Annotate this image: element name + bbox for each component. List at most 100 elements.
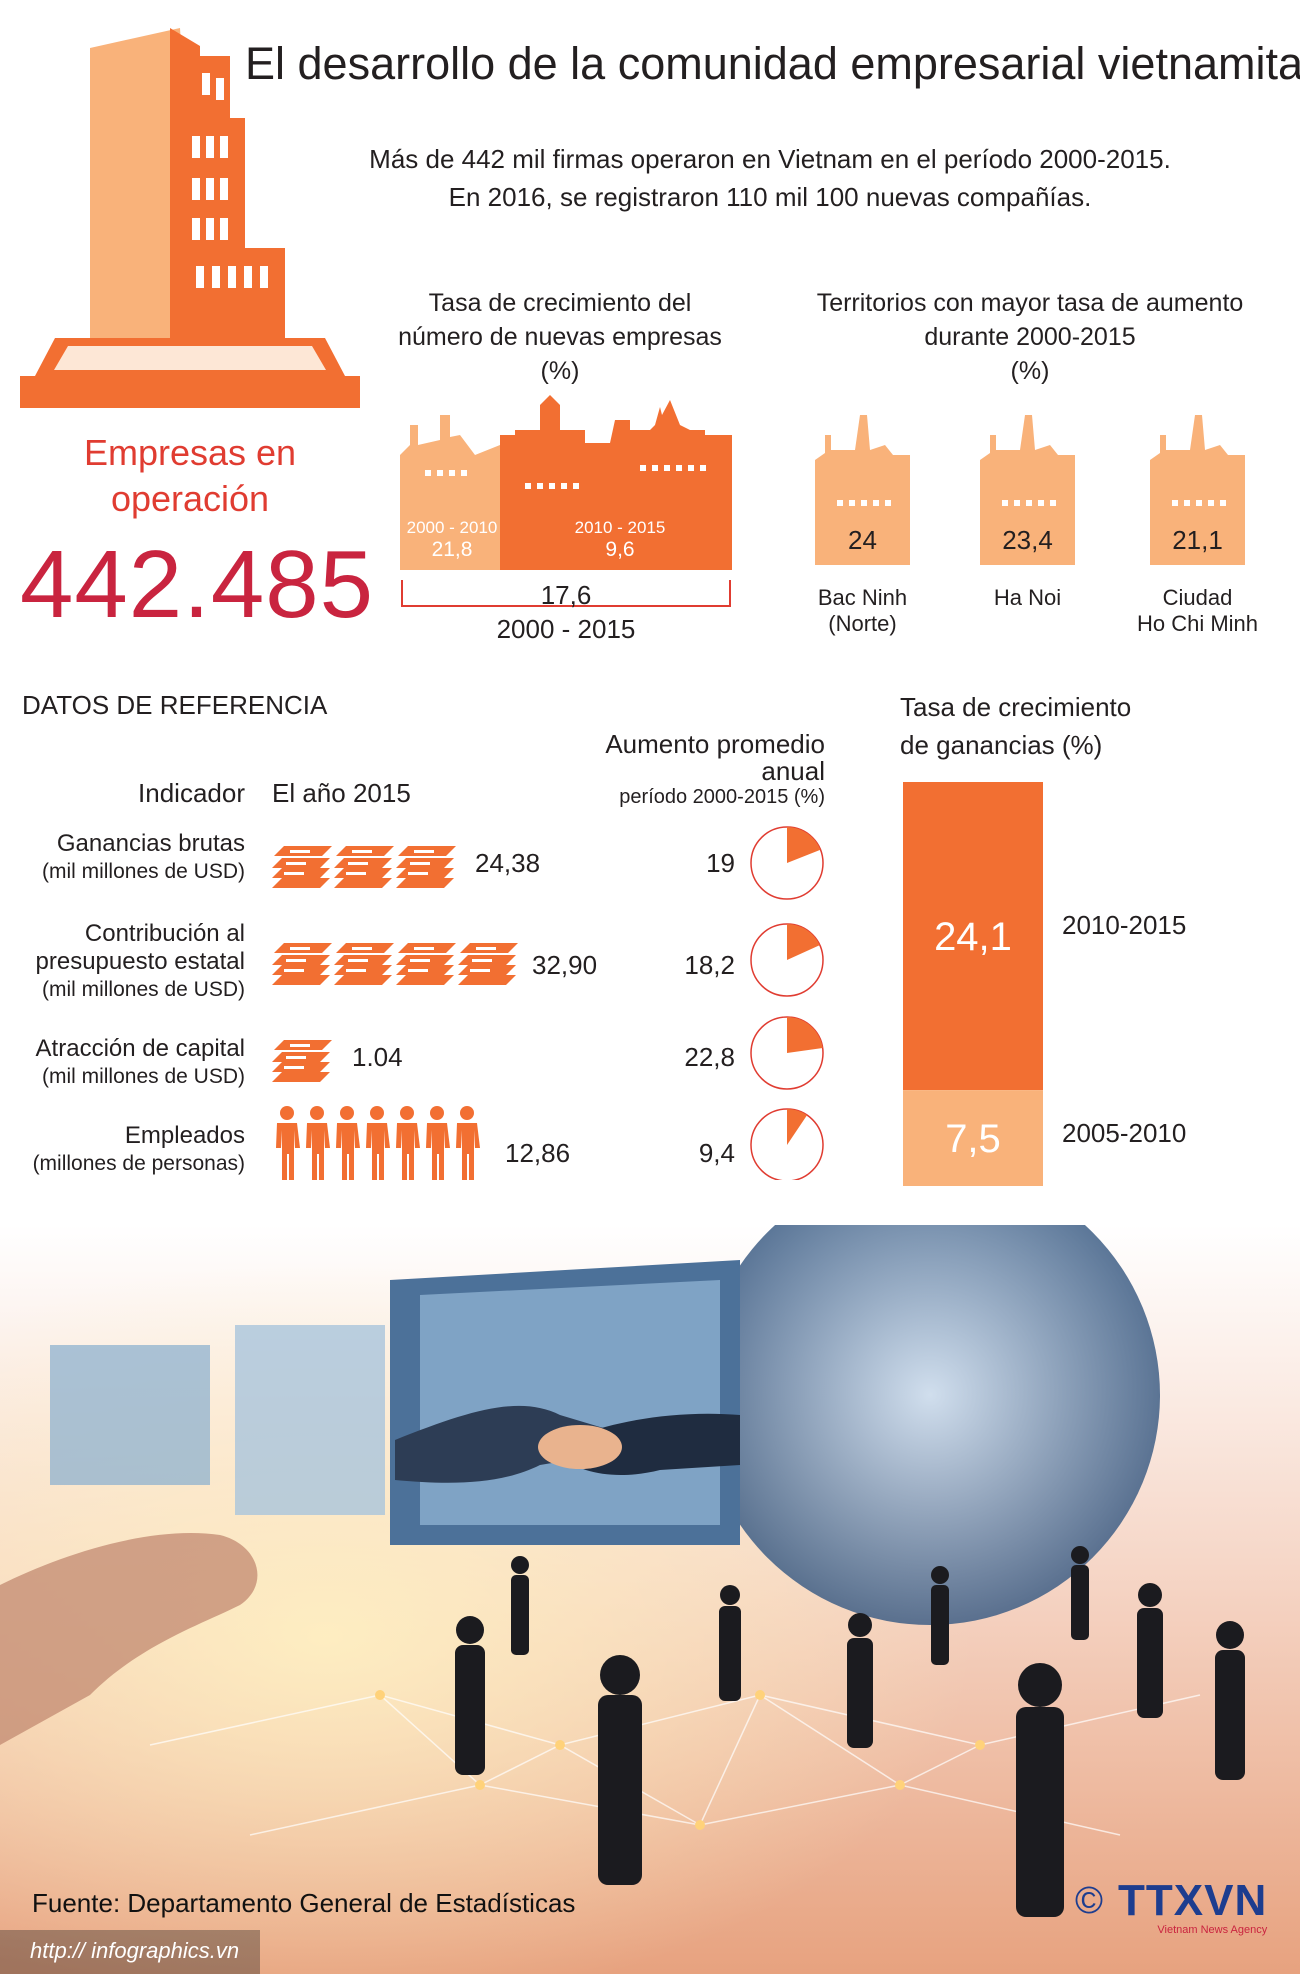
territory-factory-1-icon [815, 415, 910, 565]
rate-pie-slice-4 [787, 1109, 808, 1145]
growth-period-1: 2000 - 2010 21,8 [400, 518, 504, 562]
row-label-3: Atracción de capital (mil millones de US… [36, 1035, 245, 1091]
row-value-2: 32,90 [532, 950, 598, 980]
intro-line-2: En 2016, se registraron 110 mil 100 nuev… [448, 182, 1092, 212]
profit-segment-1 [903, 782, 1043, 1091]
territory-name-1-line-1: Bac Ninh [817, 585, 908, 610]
building-icon [20, 28, 360, 408]
row-label-4-line-1: Empleados [124, 1122, 245, 1149]
row-label-3-unit: (mil millones de USD) [41, 1065, 245, 1088]
row-value-4: 12,86 [505, 1138, 571, 1168]
col-average-line-3: período 2000-2015 (%) [619, 786, 825, 808]
growth-new-title-1: Tasa de crecimiento del [428, 289, 692, 317]
territories-unit: (%) [1010, 357, 1050, 385]
profit-segment-value-2: 7,5 [945, 1117, 1001, 1161]
territory-factory-2-icon [980, 415, 1075, 565]
business-photo-illustration [0, 1225, 1300, 1974]
row-rate-1: 19 [706, 848, 735, 878]
row-label-2-line-2: presupuesto estatal [35, 948, 245, 975]
profit-stack-chart: 24,1 7,5 [903, 782, 1043, 1186]
row-label-1-unit: (mil millones de USD) [41, 860, 245, 883]
territories-title-1: Territorios con mayor tasa de aumento [816, 289, 1244, 317]
territory-value-3: 21,1 [1172, 525, 1223, 555]
people-icons-row-4 [276, 1106, 480, 1180]
row-label-1-line-1: Ganancias brutas [56, 830, 245, 857]
territories-title-2: durante 2000-2015 [924, 323, 1136, 351]
row-rate-2: 18,2 [684, 950, 735, 980]
growth-total-value: 17,6 [540, 580, 592, 610]
row-label-2-line-1: Contribución al [84, 920, 245, 947]
row-value-3: 1.04 [352, 1042, 403, 1072]
growth-total-period: 2000 - 2015 [496, 614, 636, 644]
row-label-4-unit: (millones de personas) [32, 1152, 245, 1175]
profit-period-2: 2005-2010 [1062, 1118, 1187, 1148]
profit-growth-title-1: Tasa de crecimiento [900, 692, 1132, 722]
operating-label: Empresas en operación [40, 430, 340, 522]
row-label-2-unit: (mil millones de USD) [41, 978, 245, 1001]
footer-url-bar [0, 1930, 260, 1974]
business-photo [0, 1225, 1300, 1974]
growth-new-title-2: número de nuevas empresas [398, 323, 722, 351]
growth-new-heading: Tasa de crecimiento del número de nuevas… [370, 286, 750, 388]
footer-url[interactable]: http:// infographics.vn [30, 1938, 240, 1963]
territory-value-2: 23,4 [1002, 525, 1053, 555]
rate-pie-slice-3 [787, 1017, 823, 1053]
rate-pie-slice-1 [787, 827, 821, 863]
page-title: El desarrollo de la comunidad empresaria… [245, 38, 1300, 89]
copyright-icon: © [1075, 1880, 1103, 1922]
growth-new-unit: (%) [540, 357, 580, 385]
territories-heading: Territorios con mayor tasa de aumento du… [780, 286, 1280, 388]
col-average-line-1: Aumento promedio [605, 729, 825, 759]
rate-pies [750, 826, 824, 1180]
total-bracket [401, 580, 731, 607]
agency-logo-text: TTXVN [1118, 1876, 1268, 1925]
operating-label-line-1: Empresas en [83, 432, 297, 473]
operating-count: 442.485 [20, 531, 375, 638]
money-stacks-row-1 [272, 846, 456, 888]
operating-label-line-2: operación [110, 478, 270, 519]
agency-logo: TTXVN Vietnam News Agency [1118, 1876, 1268, 1937]
reference-heading: DATOS DE REFERENCIA [22, 690, 328, 720]
money-stacks-row-2 [272, 943, 518, 985]
row-label-4: Empleados (millones de personas) [33, 1122, 245, 1178]
intro-line-1: Más de 442 mil firmas operaron en Vietna… [369, 144, 1171, 174]
territory-name-3: Ciudad Ho Chi Minh [1110, 585, 1285, 637]
person-icon [276, 1106, 300, 1180]
profit-segment-2 [903, 1090, 1043, 1186]
col-average: Aumento promedio anual período 2000-2015… [560, 730, 825, 810]
agency-logo-sub: Vietnam News Agency [1157, 1924, 1268, 1936]
row-rate-3: 22,8 [684, 1042, 735, 1072]
growth-period-1-label: 2000 - 2010 [406, 518, 498, 537]
row-label-2: Contribución al presupuesto estatal (mil… [36, 920, 245, 1004]
row-rate-4: 9,4 [698, 1138, 735, 1168]
money-stack-icon [272, 846, 332, 888]
factory-2010-2015-icon [500, 395, 732, 570]
territory-name-3-line-2: Ho Chi Minh [1136, 611, 1259, 636]
territory-name-2-line-1: Ha Noi [993, 585, 1062, 610]
col-year: El año 2015 [272, 778, 411, 808]
territory-factory-3-icon [1150, 415, 1245, 565]
col-average-line-2: anual [761, 756, 825, 786]
money-stacks-row-3 [272, 1040, 332, 1082]
intro-text: Más de 442 mil firmas operaron en Vietna… [300, 140, 1240, 216]
factory-2000-2010-icon [400, 415, 500, 570]
row-label-3-line-1: Atracción de capital [35, 1035, 245, 1062]
col-indicator: Indicador [138, 778, 245, 808]
territory-value-1: 24 [848, 525, 877, 555]
growth-period-2-label: 2010 - 2015 [574, 518, 666, 537]
territory-name-3-line-1: Ciudad [1162, 585, 1233, 610]
profit-segment-value-1: 24,1 [934, 915, 1012, 959]
rate-pie-slice-2 [787, 924, 820, 960]
building-illustration [20, 28, 360, 408]
growth-period-1-value: 21,8 [431, 538, 473, 561]
territory-name-2: Ha Noi [955, 585, 1100, 611]
factory-bars [400, 395, 732, 570]
profit-period-1: 2010-2015 [1062, 910, 1187, 940]
row-value-1: 24,38 [475, 848, 541, 878]
growth-period-2: 2010 - 2015 9,6 [520, 518, 720, 562]
footer-source: Fuente: Departamento General de Estadíst… [32, 1888, 576, 1918]
territory-name-1: Bac Ninh (Norte) [790, 585, 935, 637]
territory-name-1-line-2: (Norte) [828, 611, 897, 636]
growth-total: 17,6 2000 - 2015 [400, 578, 732, 646]
growth-period-2-value: 9,6 [605, 538, 635, 561]
